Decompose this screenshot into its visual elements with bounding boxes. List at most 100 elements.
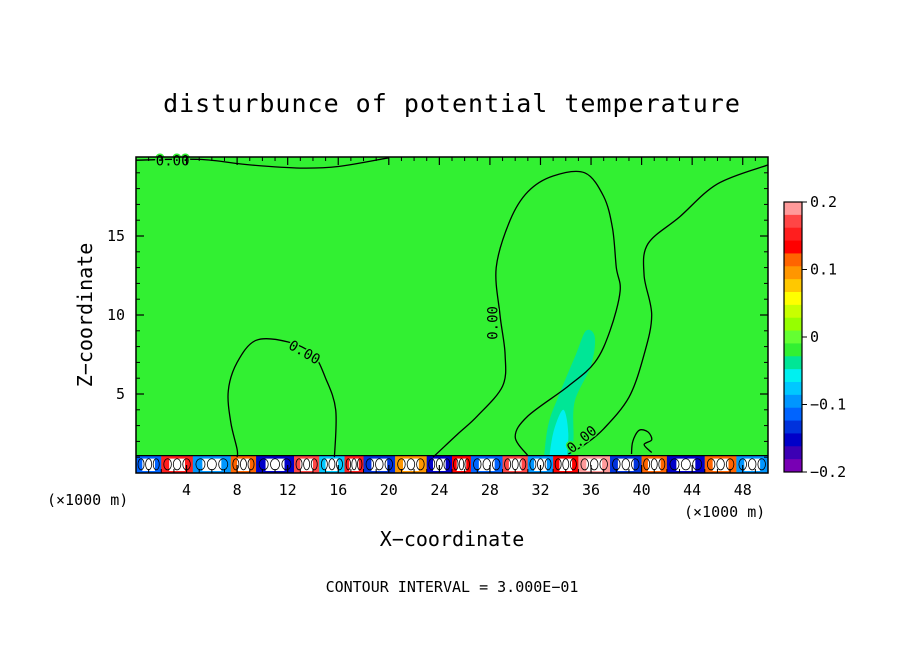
surface-contour: [748, 458, 757, 471]
surface-contour: [303, 458, 311, 471]
surface-contour: [310, 458, 318, 471]
colorbar-tick-label: −0.1: [810, 396, 846, 414]
surface-segment-core: [300, 458, 313, 471]
surface-contour: [631, 458, 640, 471]
colorbar-swatch: [784, 356, 802, 370]
colorbar-swatch: [784, 343, 802, 357]
cool-patch-plume-core: [548, 409, 569, 469]
surface-segment-core: [559, 458, 573, 471]
surface-contour: [416, 458, 425, 471]
surface-segment-core: [202, 458, 222, 471]
colorbar-swatch: [784, 407, 802, 422]
surface-segment-core: [325, 458, 339, 471]
y-tick-label: 15: [107, 227, 125, 245]
surface-segment-core: [265, 458, 285, 471]
surface-contour: [345, 458, 352, 471]
colorbar-swatch: [784, 266, 802, 280]
x-unit-right: (×1000 m): [684, 503, 765, 521]
surface-contour: [365, 458, 375, 471]
surface-contour: [669, 458, 680, 471]
colorbar-swatch: [784, 382, 802, 396]
surface-contour: [458, 458, 465, 471]
surface-contour: [453, 458, 459, 471]
x-unit-left: (×1000 m): [47, 491, 128, 509]
colorbar-swatch: [784, 292, 802, 306]
surface-segment-core: [349, 458, 359, 471]
surface-contour: [569, 458, 577, 471]
x-tick-label: 20: [380, 481, 398, 499]
surface-contour: [195, 458, 206, 471]
surface-segment-core: [237, 458, 250, 471]
y-tick-label: 5: [116, 385, 125, 403]
surface-contour: [706, 458, 716, 471]
colorbar-swatch: [784, 279, 802, 293]
colorbar-tick-label: 0.1: [810, 261, 837, 279]
contour-interval-note: CONTOUR INTERVAL = 3.000E−01: [326, 578, 579, 596]
x-tick-label: 4: [182, 481, 191, 499]
colorbar-swatch: [784, 253, 802, 267]
x-tick-label: 16: [329, 481, 347, 499]
chart-title: disturbunce of potential temperature: [163, 89, 741, 118]
top-contour: [136, 157, 389, 169]
contour-label: 0.00: [486, 306, 502, 340]
surface-contour: [351, 458, 357, 471]
x-tick-label: 36: [582, 481, 600, 499]
surface-segment-core: [676, 458, 696, 471]
colorbar-swatch: [784, 304, 802, 319]
colorbar-swatch: [784, 433, 802, 447]
surface-layer: [136, 455, 768, 473]
surface-contour: [621, 458, 630, 471]
contour-label: 0.00: [156, 154, 190, 170]
surface-segment-core: [647, 458, 661, 471]
surface-contour: [357, 458, 363, 471]
plot-background: [136, 157, 768, 473]
y-tick-label: 10: [107, 306, 125, 324]
surface-contour: [258, 458, 269, 471]
surface-contour: [716, 458, 725, 471]
colorbar-swatch: [784, 369, 802, 383]
x-tick-label: 48: [734, 481, 752, 499]
colorbar: 0.2 0.1 0 −0.1 −0.2: [783, 193, 846, 481]
colorbar-swatch: [784, 227, 802, 242]
surface-segment-core: [617, 458, 634, 471]
surface-contour: [658, 458, 666, 471]
surface-contour: [492, 458, 501, 471]
surface-segment-core: [403, 458, 419, 471]
x-tick-label: 12: [279, 481, 297, 499]
surface-segment-core: [433, 458, 446, 471]
x-tick-label: 32: [531, 481, 549, 499]
surface-segment-core: [371, 458, 388, 471]
colorbar-swatch: [784, 394, 802, 409]
surface-contour: [336, 458, 343, 471]
colorbar-swatch: [784, 240, 802, 254]
surface-contour: [281, 458, 292, 471]
surface-contour: [757, 458, 766, 471]
surface-segment-core: [456, 458, 467, 471]
plot-area: 0.000.000.000.00 4 8 12 16 20 24 28 32 36 40 44 48 …: [107, 152, 769, 499]
surface-contour: [529, 458, 537, 471]
x-tick-label: 44: [683, 481, 701, 499]
surface-segment-core: [744, 458, 761, 471]
surface-contour: [443, 458, 451, 471]
surface-segment-core: [169, 458, 185, 471]
x-tick-label: 8: [233, 481, 242, 499]
surface-contour: [240, 458, 247, 471]
surface-contour: [232, 458, 240, 471]
colorbar-swatch: [784, 202, 802, 216]
x-ticks: 4 8 12 16 20 24 28 32 36 40 44 48: [148, 157, 756, 499]
surface-segment-core: [712, 458, 729, 471]
surface-contour: [590, 458, 599, 471]
surface-segment-core: [508, 458, 522, 471]
surface-contour: [247, 458, 255, 471]
x-tick-label: 40: [633, 481, 651, 499]
y-axis-label: Z−coordinate: [73, 243, 97, 388]
contour-lines: [136, 157, 768, 458]
x-tick-label: 24: [430, 481, 448, 499]
colorbar-tick-label: −0.2: [810, 463, 846, 481]
surface-contour: [519, 458, 527, 471]
surface-contour: [482, 458, 491, 471]
surface-contour: [295, 458, 303, 471]
surface-contour: [328, 458, 336, 471]
surface-contour: [428, 458, 436, 471]
